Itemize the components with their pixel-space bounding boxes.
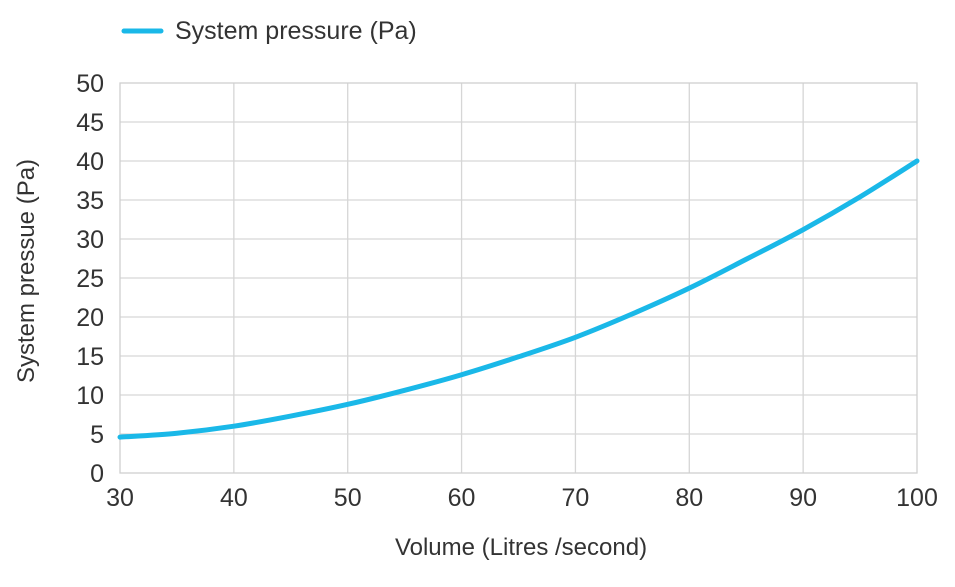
series-layer [117,158,920,440]
x-tick-label-90: 90 [789,484,817,512]
y-tick-label-35: 35 [76,187,104,215]
x-tick-label-30: 30 [106,484,134,512]
y-tick-label-15: 15 [76,343,104,371]
legend-label-system-pressure: System pressure (Pa) [175,17,417,45]
y-tick-label-10: 10 [76,382,104,410]
grid-lines [120,83,917,473]
x-tick-label-40: 40 [220,484,248,512]
x-tick-label-60: 60 [448,484,476,512]
y-tick-label-5: 5 [90,421,104,449]
series-line-0 [117,158,920,440]
x-tick-label-100: 100 [896,484,938,512]
x-axis-ticks: 30 40 50 60 70 80 90 100 [106,484,938,512]
legend: System pressure (Pa) [121,17,417,45]
y-tick-label-25: 25 [76,265,104,293]
x-tick-label-50: 50 [334,484,362,512]
y-tick-label-20: 20 [76,304,104,332]
y-axis-ticks: 0 5 10 15 20 25 30 35 40 45 50 [76,70,104,488]
y-tick-label-0: 0 [90,460,104,488]
plot-area-frame [119,82,918,474]
x-tick-label-80: 80 [675,484,703,512]
y-tick-label-50: 50 [76,70,104,98]
x-tick-label-70: 70 [562,484,590,512]
y-tick-label-45: 45 [76,109,104,137]
x-axis-title: Volume (Litres /second) [395,534,647,561]
y-tick-label-40: 40 [76,148,104,176]
y-axis-title: System pressue (Pa) [13,159,40,383]
y-tick-label-30: 30 [76,226,104,254]
